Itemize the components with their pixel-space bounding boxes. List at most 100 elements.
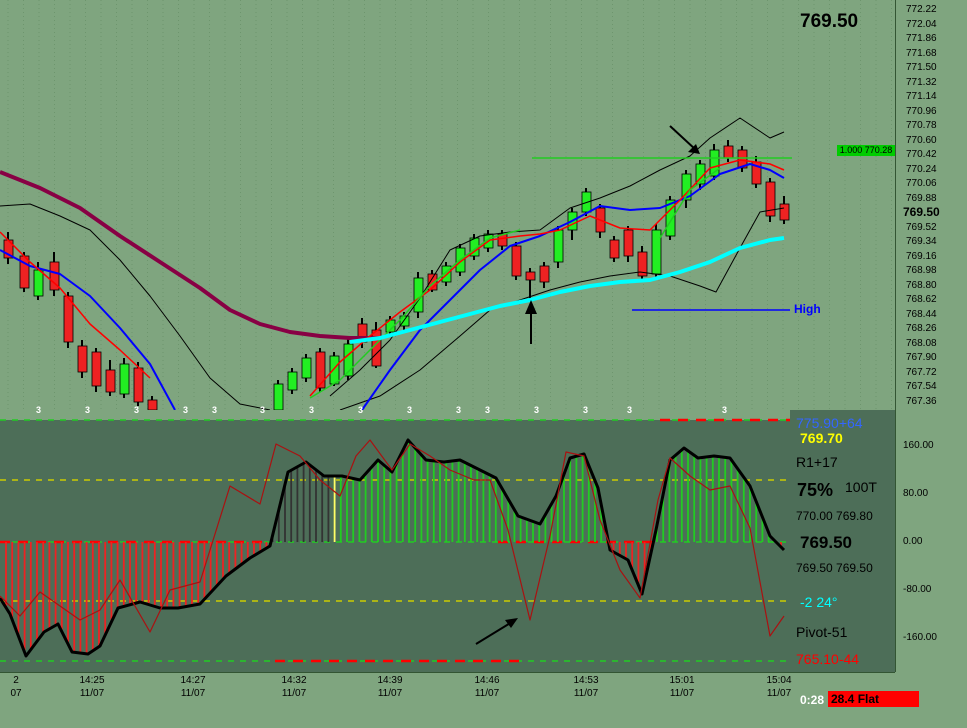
oscillator-scale-tick: -160.00 xyxy=(903,632,937,643)
bar-count-marker: 3 xyxy=(309,405,315,415)
ema-slow-line xyxy=(0,170,380,340)
price-scale-tick: 769.88 xyxy=(906,192,937,204)
bar-count-marker: 3 xyxy=(212,405,218,415)
oscillator-line xyxy=(0,438,786,658)
candle-body xyxy=(301,357,312,379)
price-scale-tick: 772.22 xyxy=(906,4,937,15)
pivot-label: Pivot-51 xyxy=(796,624,848,640)
oscillator-scale-tick: 0.00 xyxy=(903,536,923,547)
price-scale-tick: 770.42 xyxy=(906,149,937,160)
oscillator-top-strip xyxy=(0,410,790,420)
bar-count-marker: 3 xyxy=(722,405,728,415)
candle-body xyxy=(315,351,326,389)
indicator-info-panel xyxy=(790,410,895,672)
price-scale-tick: 767.54 xyxy=(906,381,937,392)
time-label: 2 xyxy=(13,675,19,686)
time-label: 14:27 xyxy=(180,675,206,686)
candle-body xyxy=(723,145,734,159)
candle-body xyxy=(343,343,354,377)
oscillator-panel[interactable] xyxy=(0,410,895,672)
bar-count-marker: 3 xyxy=(627,405,633,415)
bar-count-marker: 3 xyxy=(36,405,42,415)
time-label: 14:39 xyxy=(377,675,403,686)
candle-body xyxy=(119,363,130,395)
last-price-label: 769.50 xyxy=(800,533,852,552)
annotation-arrow-indicator xyxy=(475,621,513,645)
ema-green-line-right xyxy=(659,167,721,239)
price-scale-tick: 769.52 xyxy=(906,221,937,233)
price-scale-tick: 770.96 xyxy=(906,105,937,117)
candle-body xyxy=(77,345,88,373)
candle-body xyxy=(651,229,662,275)
candle-body xyxy=(469,237,480,257)
price-scale-tick: 767.90 xyxy=(906,352,937,363)
date-label: 11/07 xyxy=(377,688,403,699)
angle-label: -2 24° xyxy=(800,594,838,610)
ema-fast-line xyxy=(361,163,785,410)
candle-body xyxy=(33,269,44,297)
signal-line xyxy=(349,236,785,344)
r2-price-label: 769.70 xyxy=(800,430,843,446)
candle-body xyxy=(63,295,74,343)
ema-red-line xyxy=(309,159,785,397)
price-scale-tick: 770.60 xyxy=(906,134,937,146)
oscillator-signal-line xyxy=(0,439,785,637)
time-axis xyxy=(0,672,895,728)
bollinger-upper-left xyxy=(0,203,271,410)
date-label: 11/07 xyxy=(669,688,695,699)
candle-body xyxy=(91,351,102,387)
bar-count-marker: 3 xyxy=(85,405,91,415)
price-scale-tick: 770.78 xyxy=(906,120,937,131)
candle-body xyxy=(371,329,382,367)
price-scale-tick: 768.44 xyxy=(906,308,937,320)
candle-body xyxy=(105,369,116,393)
candle-body xyxy=(665,199,676,237)
candle-body xyxy=(427,273,438,291)
ema-fast-line-left xyxy=(0,249,176,410)
price-chart[interactable] xyxy=(0,0,895,410)
bar-count-marker: 3 xyxy=(534,405,540,415)
price-scale-tick: 768.62 xyxy=(906,294,937,305)
candle-body xyxy=(329,355,340,385)
candle-body xyxy=(49,261,60,291)
last-price-header: 769.50 xyxy=(800,11,859,32)
price-scale-tick: 771.14 xyxy=(906,91,937,102)
oscillator-scale-tick: -80.00 xyxy=(903,584,932,595)
candle-body xyxy=(539,265,550,283)
time-label: 14:46 xyxy=(474,675,500,686)
candle-body xyxy=(133,367,144,403)
bid-ask-bottom: 769.50 769.50 xyxy=(796,561,873,575)
candle-body xyxy=(553,229,564,263)
candle-body xyxy=(525,271,536,281)
percent-label: 75% xyxy=(797,480,834,500)
time-label: 14:53 xyxy=(573,675,599,686)
ema-red-line-left xyxy=(0,231,151,379)
oscillator-scale-tick: 80.00 xyxy=(903,488,929,499)
annotation-arrowhead-up xyxy=(525,300,537,314)
high-label: High xyxy=(794,302,821,316)
price-scale-tick: 771.50 xyxy=(906,62,937,73)
time-label: 14:32 xyxy=(281,675,307,686)
price-scale-tick: 768.80 xyxy=(906,279,937,291)
price-scale-tick: 771.32 xyxy=(906,76,937,88)
time-label: 15:01 xyxy=(669,675,695,686)
date-label: 07 xyxy=(10,688,22,699)
price-scale-tick: 768.98 xyxy=(906,265,937,276)
candle-body xyxy=(147,399,158,410)
oscillator-histogram xyxy=(5,441,782,654)
price-scale-tick: 772.04 xyxy=(906,18,937,30)
price-scale-tick: 770.24 xyxy=(906,163,937,175)
candle-body xyxy=(609,239,620,259)
oscillator-scale xyxy=(895,410,967,672)
candle-body xyxy=(511,245,522,277)
date-label: 11/07 xyxy=(281,688,307,699)
candle-body xyxy=(623,229,634,257)
ticks-label: 100T xyxy=(845,479,877,495)
annotation-arrowhead-top xyxy=(688,144,700,154)
target-price-tag: 1.000 770.28 xyxy=(837,145,895,156)
date-label: 11/07 xyxy=(474,688,500,699)
current-price-tag: 769.50 xyxy=(903,205,967,220)
r1-label: R1+17 xyxy=(796,454,838,470)
r2-label: 775.90+64 xyxy=(796,415,863,431)
